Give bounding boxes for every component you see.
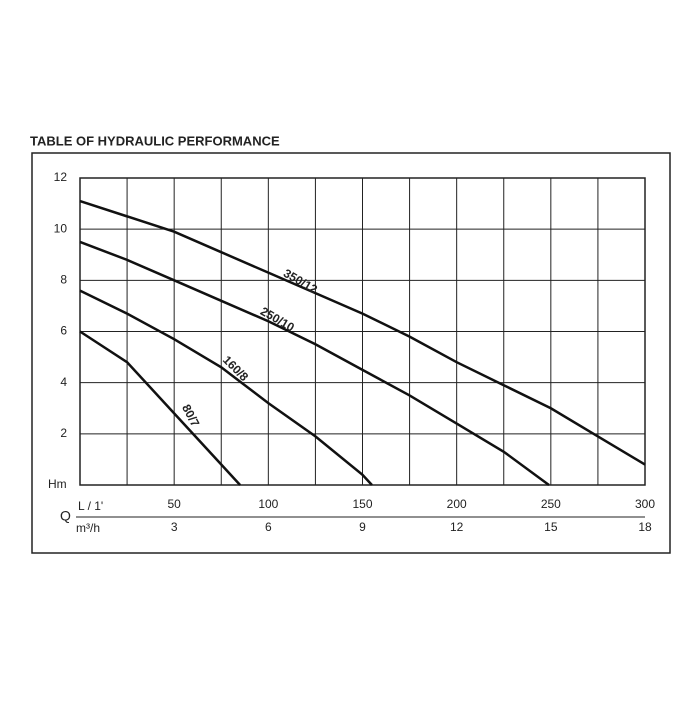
curve-label: 80/7 xyxy=(179,402,202,429)
curve xyxy=(79,199,646,466)
q-label: Q xyxy=(60,508,71,524)
x-tick-label: 300 xyxy=(635,497,655,511)
y-axis-label: Hm xyxy=(48,477,67,491)
frame xyxy=(31,152,671,554)
x2-axis-label: m³/h xyxy=(76,521,100,535)
curve xyxy=(79,289,373,486)
y-tick-label: 10 xyxy=(54,221,68,235)
x-tick-label: 150 xyxy=(352,497,372,511)
curve xyxy=(79,240,550,487)
x2-tick-label: 18 xyxy=(638,520,652,534)
x2-tick-label: 12 xyxy=(450,520,464,534)
x-tick-label: 100 xyxy=(258,497,278,511)
x2-tick-label: 3 xyxy=(171,520,178,534)
x-tick-label: 50 xyxy=(167,497,181,511)
x-tick-label: 250 xyxy=(541,497,561,511)
y-tick-label: 8 xyxy=(60,273,67,287)
x2-tick-label: 6 xyxy=(265,520,272,534)
x-axis-label: L / 1' xyxy=(78,499,103,513)
chart-title: TABLE OF HYDRAULIC PERFORMANCE xyxy=(30,133,280,148)
y-tick-label: 12 xyxy=(54,170,68,184)
y-tick-label: 2 xyxy=(60,426,67,440)
y-tick-label: 6 xyxy=(60,324,67,338)
curve xyxy=(79,330,242,486)
x-tick-label: 200 xyxy=(447,497,467,511)
y-tick-label: 4 xyxy=(60,375,67,389)
curve-label: 250/10 xyxy=(258,304,297,335)
curve-label: 350/12 xyxy=(281,266,320,297)
x2-tick-label: 9 xyxy=(359,520,366,534)
x2-tick-label: 15 xyxy=(544,520,558,534)
